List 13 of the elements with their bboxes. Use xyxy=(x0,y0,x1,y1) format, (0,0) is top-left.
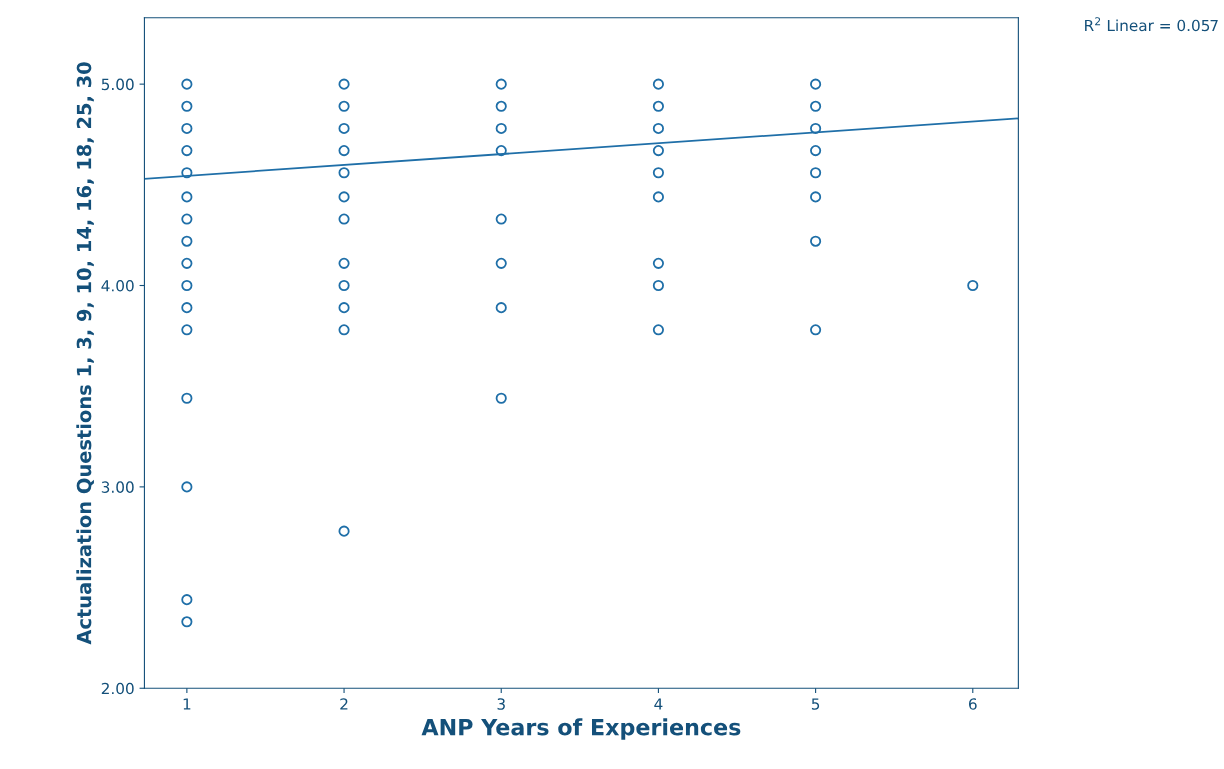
x-axis-title: ANP Years of Experiences xyxy=(421,718,741,740)
x-tick-label: 1 xyxy=(183,698,191,710)
y-axis-title: Actualization Questions 1, 3, 9, 10, 14, 16, 18, 25, 30 xyxy=(76,62,94,645)
x-tick-label: 2 xyxy=(340,698,348,710)
x-tick-label: 4 xyxy=(654,698,663,710)
x-tick-label: 6 xyxy=(968,698,977,710)
y-tick-label: 2.00 xyxy=(101,682,134,695)
y-tick-label: 3.00 xyxy=(101,481,134,493)
text: R$^{2}$ Linear = 0.057 xyxy=(1085,17,1218,32)
x-tick-label: 3 xyxy=(497,698,505,710)
x-tick-label: 5 xyxy=(811,698,820,710)
y-tick-label: 5.00 xyxy=(101,78,134,91)
y-tick-label: 4.00 xyxy=(101,279,134,292)
